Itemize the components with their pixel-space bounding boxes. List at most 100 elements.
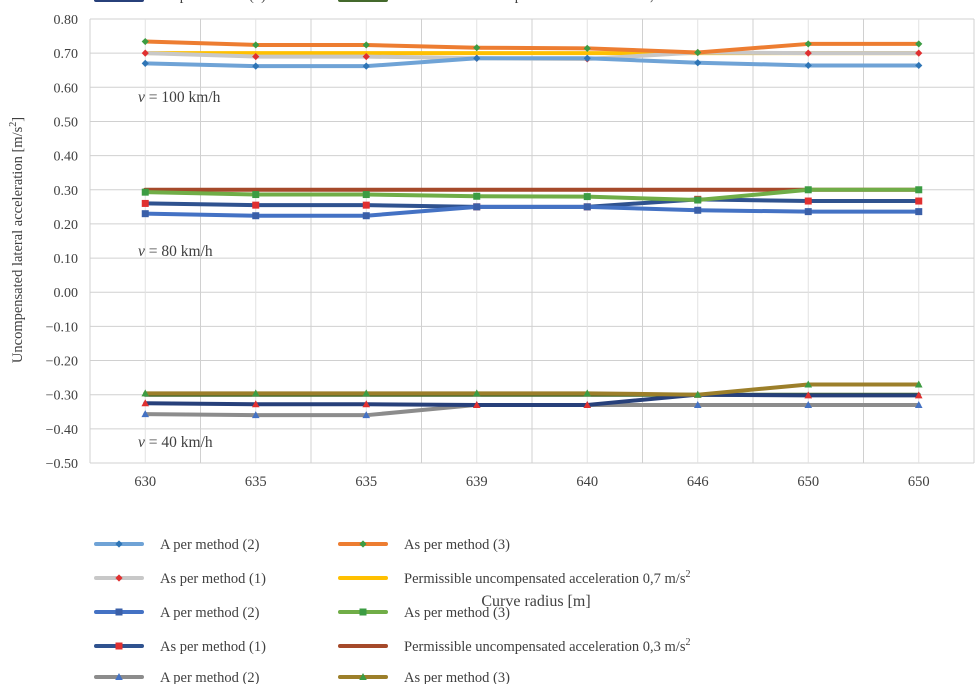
data-point (583, 54, 591, 62)
y-tick-label: −0.10 (46, 320, 78, 335)
data-point (804, 391, 813, 399)
legend: A per method (2) As per method (3) As per … (94, 0, 690, 684)
data-point (473, 54, 481, 62)
data-point (583, 400, 592, 408)
data-point (115, 673, 123, 680)
legend-label: A per method (2) (160, 605, 260, 621)
legend-label: As per method (3) (404, 605, 510, 621)
x-tick-label: 646 (687, 474, 709, 490)
data-point (141, 389, 150, 397)
series-line (141, 203, 923, 220)
data-point (804, 208, 812, 216)
y-tick-label: 0.00 (54, 286, 79, 301)
legend-item: Permissible uncompensated acceleration 0… (338, 637, 690, 655)
y-tick-label: 0.60 (54, 81, 79, 96)
series-line (141, 37, 923, 57)
legend-item: As per method (3) (338, 537, 510, 553)
legend-item: Permissible uncompensated acceleration 0… (338, 569, 690, 587)
y-label-main: Uncompensated lateral acceleration [m/s (10, 126, 26, 363)
x-tick-label: 650 (908, 474, 930, 490)
data-point (362, 191, 370, 199)
data-point (362, 52, 370, 61)
data-point (362, 62, 370, 70)
data-point (115, 608, 123, 616)
y-tick-label: 0.50 (54, 115, 79, 130)
y-tick-label: −0.40 (46, 423, 78, 438)
data-point (583, 389, 592, 397)
x-tick-label: 650 (797, 474, 819, 490)
data-point (362, 389, 371, 397)
data-point (914, 400, 923, 408)
x-tick-label: 630 (134, 474, 156, 490)
speed-annotation: v = 100 km/h (138, 89, 221, 106)
data-point (583, 44, 591, 52)
data-point (362, 411, 371, 419)
data-point (362, 212, 370, 220)
legend-label: Permissible uncompensated acceleration 0… (404, 569, 690, 587)
data-point (362, 400, 371, 408)
data-point (915, 61, 923, 70)
data-point (583, 203, 591, 211)
y-label-close: ] (10, 117, 26, 122)
data-point (693, 400, 702, 408)
data-point (115, 642, 123, 650)
data-point (359, 673, 367, 680)
y-axis-ticks: 0.80 0.70 0.60 0.50 0.40 0.30 0.20 0.10 0.00 −0.1… (46, 13, 78, 472)
data-point (141, 199, 149, 207)
data-point (914, 391, 923, 399)
data-point (694, 48, 702, 57)
data-point (693, 390, 702, 398)
data-point (473, 44, 481, 52)
speed-annotation: v = 40 km/h (138, 434, 213, 451)
legend-label: Permissible uncompensated acceleration 0… (404, 637, 690, 655)
data-point (359, 608, 367, 616)
data-point (141, 49, 149, 57)
y-axis-label: Uncompensated lateral acceleration [m/s2… (8, 117, 26, 363)
legend-label: As per method (1) (160, 0, 266, 4)
x-tick-label: 635 (245, 474, 267, 490)
data-point (252, 212, 260, 220)
x-axis-ticks: 630 635 635 639 640 646 650 650 (134, 474, 929, 490)
legend-label: A per method (2) (160, 537, 260, 553)
data-point (252, 52, 260, 61)
data-point (915, 186, 923, 194)
data-point (362, 41, 370, 49)
legend-item: As per method (1) (94, 571, 266, 587)
legend-item: As per method (3) (338, 670, 510, 684)
x-axis-label: Curve radius [m] (481, 593, 590, 610)
data-point (804, 197, 812, 205)
y-tick-label: 0.30 (54, 184, 79, 199)
data-point (252, 62, 260, 70)
data-point (804, 400, 813, 408)
data-point (472, 389, 481, 397)
legend-item: A per method (2) (94, 537, 260, 553)
data-point (472, 400, 481, 408)
data-point (694, 59, 702, 67)
data-point (251, 389, 260, 397)
data-point (141, 37, 149, 46)
data-point (251, 411, 260, 419)
data-point (252, 201, 260, 209)
series-group (141, 37, 923, 419)
y-tick-label: 0.10 (54, 252, 79, 267)
y-tick-label: −0.30 (46, 389, 78, 404)
series-line (141, 54, 923, 70)
legend-item: Permissible uncompensated acceleration 0… (338, 0, 686, 4)
legend-item: A per method (2) (94, 605, 260, 621)
data-point (915, 197, 923, 205)
legend-label: A per method (2) (160, 670, 260, 684)
series-line (141, 380, 923, 398)
data-point (141, 410, 150, 418)
data-point (583, 193, 591, 201)
data-point (915, 208, 923, 216)
y-tick-label: 0.70 (54, 47, 79, 62)
data-point (251, 400, 260, 408)
legend-item: As per method (3) (338, 605, 510, 621)
data-point (915, 49, 923, 57)
data-point (804, 380, 813, 388)
data-point (694, 196, 702, 204)
legend-label: As per method (3) (404, 537, 510, 553)
data-point (141, 188, 149, 196)
data-point (141, 210, 149, 218)
